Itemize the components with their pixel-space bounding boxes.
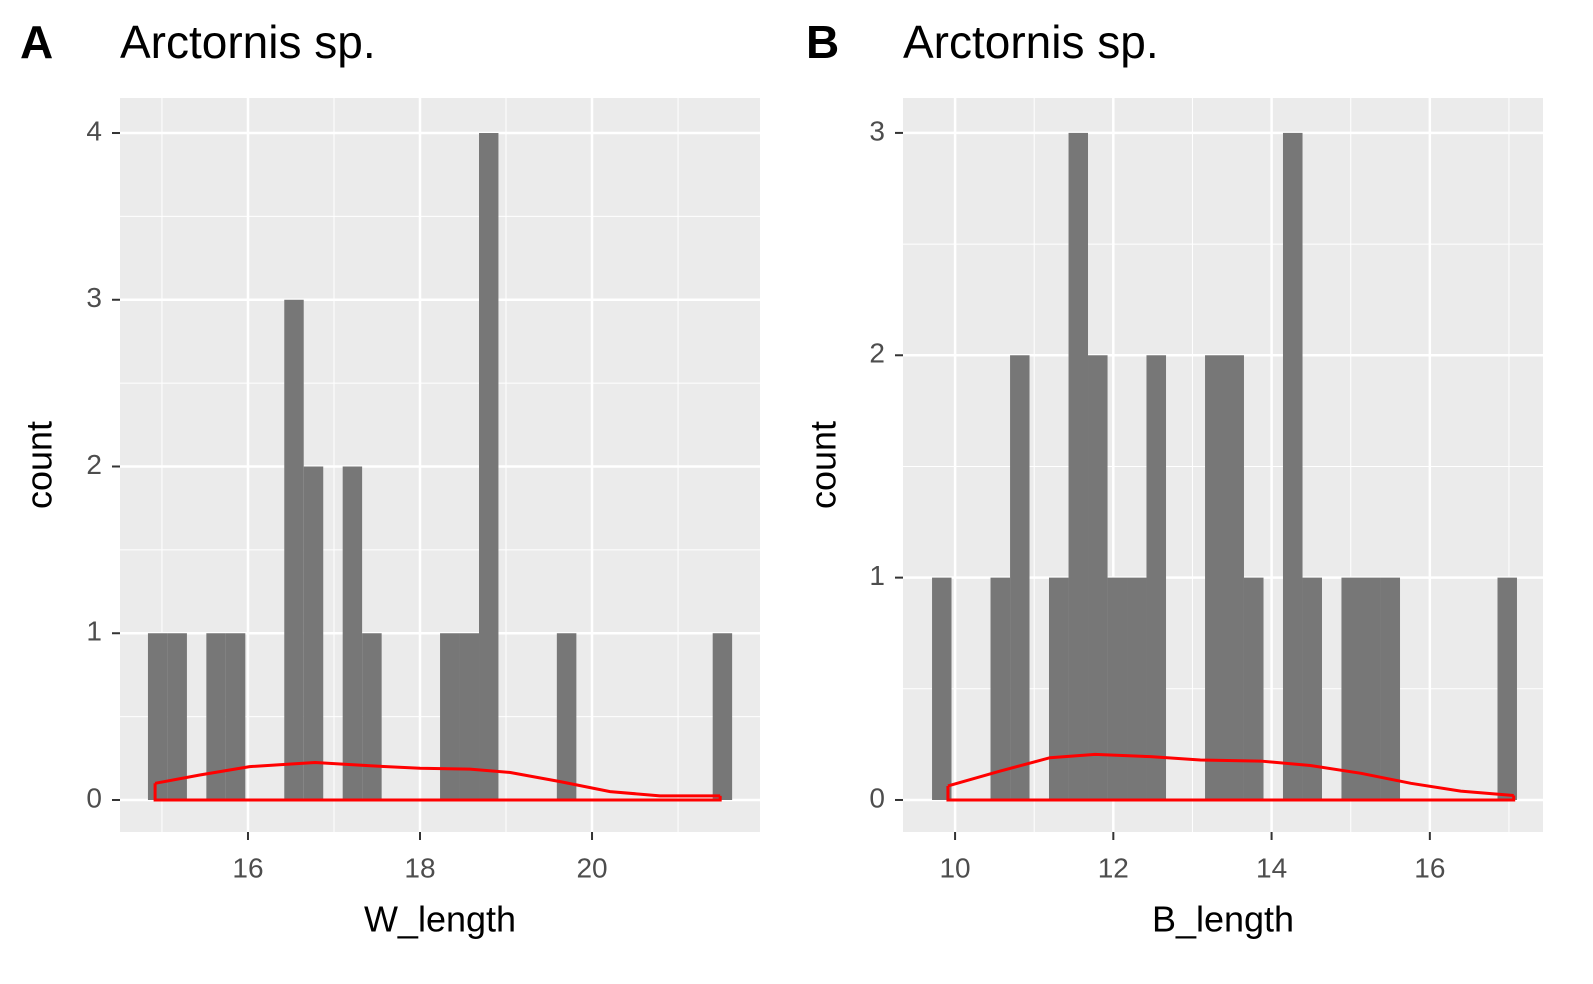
- y-tick-label: 2: [86, 449, 102, 480]
- y-tick-label: 0: [86, 782, 102, 813]
- histogram-bar: [1243, 577, 1264, 800]
- panel-tag: A: [20, 16, 53, 68]
- histogram-bar: [1361, 577, 1381, 800]
- density-curve: [947, 752, 1514, 798]
- histogram-bar: [206, 633, 226, 800]
- histogram-bar: [479, 133, 499, 800]
- chart-title: Arctornis sp.: [903, 16, 1159, 68]
- histogram-bar: [284, 299, 304, 800]
- histogram-bar: [1302, 577, 1322, 800]
- histogram-bar: [1380, 577, 1401, 800]
- y-axis-title: count: [19, 421, 60, 509]
- histogram-bar: [1497, 577, 1517, 800]
- x-axis-title: B_length: [1152, 899, 1294, 940]
- histogram-bar: [1146, 355, 1167, 800]
- histogram-bar: [147, 633, 168, 800]
- histogram-bar: [440, 633, 460, 800]
- histogram-bar: [342, 466, 363, 800]
- density-outline: [153, 783, 722, 802]
- histogram-bar: [1088, 355, 1108, 800]
- histogram-bar: [459, 633, 480, 800]
- histogram-bar: [932, 577, 952, 800]
- histogram-bar: [1048, 577, 1069, 800]
- x-tick-label: 20: [576, 852, 607, 883]
- y-tick-label: 2: [869, 338, 885, 369]
- x-tick-label: 10: [939, 852, 970, 883]
- y-tick-label: 1: [869, 560, 885, 591]
- y-tick-label: 0: [869, 782, 885, 813]
- histogram-bar: [362, 633, 382, 800]
- histogram-bar: [1107, 577, 1128, 800]
- histogram-bar: [303, 466, 324, 800]
- histogram-bar: [167, 633, 187, 800]
- x-tick-label: 12: [1098, 852, 1129, 883]
- density-outline: [946, 785, 1516, 802]
- histogram-bar: [990, 577, 1011, 800]
- histogram-bar: [1205, 355, 1225, 800]
- y-tick-label: 3: [86, 282, 102, 313]
- histogram-bar: [1010, 355, 1030, 800]
- histogram-bar: [712, 633, 733, 800]
- histogram-bar: [1068, 132, 1089, 800]
- histogram-bar: [1341, 577, 1362, 800]
- x-axis-title: W_length: [364, 899, 516, 940]
- x-tick-label: 16: [232, 852, 263, 883]
- histogram-bar: [1127, 577, 1147, 800]
- histogram-bar: [1224, 355, 1244, 800]
- panel-tag: B: [806, 16, 839, 68]
- y-axis-title: count: [803, 421, 844, 509]
- histogram-bar: [1282, 132, 1303, 800]
- x-tick-label: 16: [1414, 852, 1445, 883]
- y-tick-label: 1: [86, 616, 102, 647]
- y-tick-label: 4: [86, 115, 102, 146]
- density-curve: [154, 760, 721, 798]
- panel: 0 1 2 3 4 16 18 20 A Arctornis sp. W_length count: [19, 16, 760, 940]
- x-tick-label: 18: [404, 852, 435, 883]
- x-tick-label: 14: [1256, 852, 1287, 883]
- chart-title: Arctornis sp.: [120, 16, 376, 68]
- histogram-bar: [225, 633, 246, 800]
- y-tick-label: 3: [869, 115, 885, 146]
- histogram-bar: [556, 633, 577, 800]
